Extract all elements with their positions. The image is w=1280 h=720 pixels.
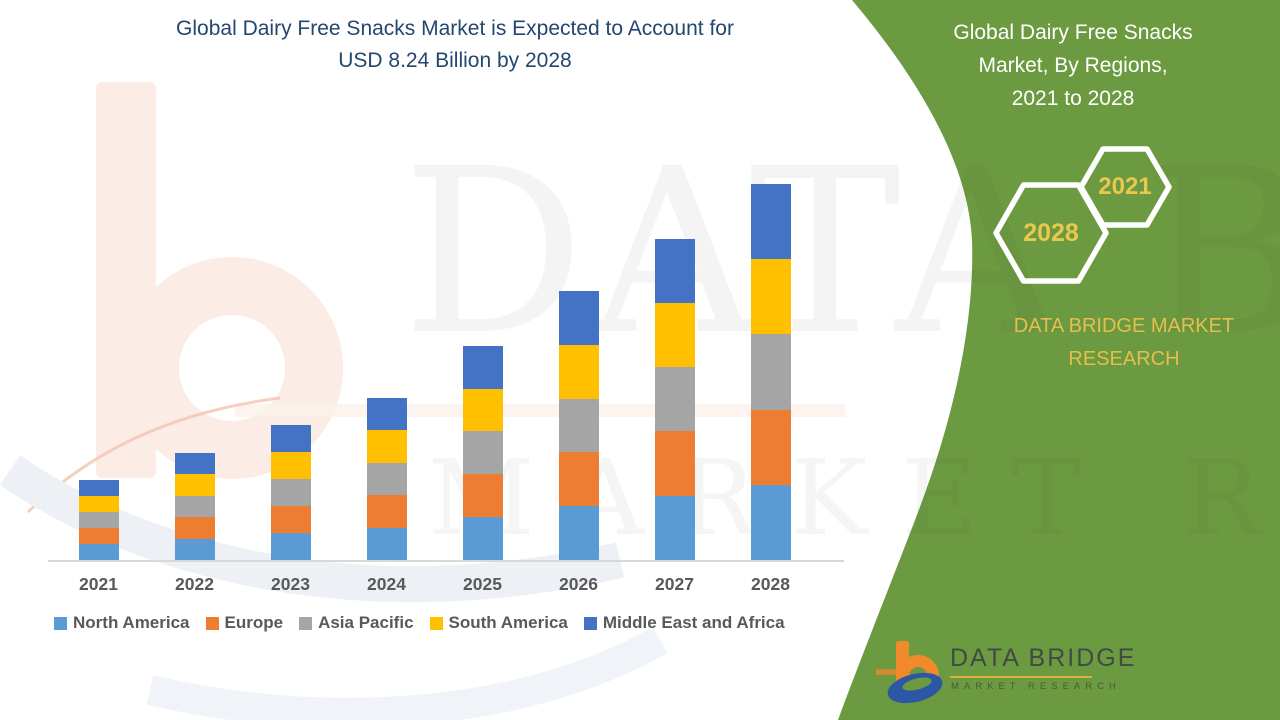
- chart-title-line2: USD 8.24 Billion by 2028: [338, 49, 572, 72]
- legend-swatch: [429, 616, 443, 630]
- hexagon-2028: [993, 182, 1109, 284]
- legend-swatch: [205, 616, 219, 630]
- brand-name-line2: RESEARCH: [1068, 348, 1180, 370]
- hexagon-year-2028: 2028: [1023, 219, 1079, 247]
- legend-item-asia-pacific: Asia Pacific: [299, 613, 414, 633]
- chart-title: Global Dairy Free Snacks Market is Expec…: [70, 13, 840, 77]
- logo-underline: [950, 676, 1092, 678]
- legend-swatch: [54, 616, 67, 630]
- legend-item-north-america: North America: [54, 613, 190, 633]
- x-axis-label-2022: 2022: [175, 574, 214, 594]
- legend-swatch: [299, 616, 313, 630]
- legend-label: South America: [448, 613, 568, 632]
- side-panel-title: Global Dairy Free Snacks Market, By Regi…: [912, 16, 1234, 115]
- legend-item-middle-east-and-africa: Middle East and Africa: [583, 613, 785, 633]
- legend-label: Middle East and Africa: [602, 613, 785, 632]
- x-axis-label-2028: 2028: [751, 574, 790, 594]
- x-axis-label-2024: 2024: [367, 574, 406, 594]
- chart-legend: North America Europe Asia Pacific South Ame…: [54, 613, 854, 633]
- hexagon-2021: [1078, 146, 1172, 228]
- x-axis-line: [48, 560, 844, 562]
- x-axis-label-2026: 2026: [559, 574, 598, 594]
- chart-title-line1: Global Dairy Free Snacks Market is Expec…: [176, 17, 734, 40]
- legend-swatch: [583, 616, 597, 630]
- legend-label: Asia Pacific: [318, 613, 414, 632]
- brand-name-line1: DATA BRIDGE MARKET: [1013, 315, 1235, 337]
- x-axis-label-2021: 2021: [79, 574, 118, 594]
- side-panel-title-line3: 2021 to 2028: [1011, 87, 1135, 110]
- side-panel-shape: [838, 0, 1280, 720]
- logo-wordmark: DATA BRIDGE: [950, 644, 1137, 672]
- x-axis-label-2025: 2025: [463, 574, 502, 594]
- logo-tagline: MARKET RESEARCH: [951, 681, 1121, 692]
- brand-name: DATA BRIDGE MARKET RESEARCH: [988, 310, 1260, 376]
- legend-label: Europe: [224, 613, 284, 632]
- x-axis-label-2027: 2027: [655, 574, 694, 594]
- legend-label: North America: [73, 613, 190, 632]
- logo-swoosh-hole: [902, 677, 932, 691]
- hexagon-year-2021: 2021: [1098, 173, 1152, 200]
- company-logo-icon: [876, 641, 943, 704]
- x-axis-label-2023: 2023: [271, 574, 310, 594]
- legend-item-south-america: South America: [429, 613, 568, 633]
- side-panel-title-line1: Global Dairy Free Snacks: [953, 21, 1193, 44]
- legend-item-europe: Europe: [205, 613, 284, 633]
- side-panel-title-line2: Market, By Regions,: [978, 54, 1168, 77]
